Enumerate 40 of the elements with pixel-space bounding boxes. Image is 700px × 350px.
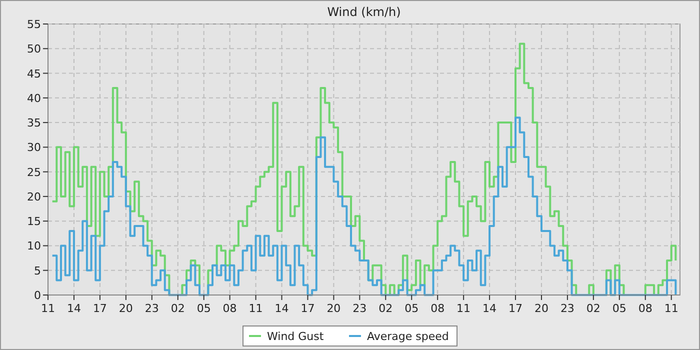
x-tick-label: 05 [196,302,211,315]
y-tick-label: 25 [27,166,41,179]
x-tick-label: 08 [430,302,445,315]
y-tick-label: 40 [27,92,41,105]
legend-label: Wind Gust [267,330,324,343]
x-tick-label: 23 [352,302,367,315]
y-tick-label: 15 [27,215,41,228]
x-tick-label: 17 [92,302,107,315]
x-tick-label: 11 [248,302,263,315]
x-tick-label: 08 [638,302,652,315]
y-tick-label: 20 [27,190,41,204]
x-tick-label: 14 [274,302,289,315]
x-tick-label: 08 [222,302,237,315]
x-tick-label: 17 [300,302,315,315]
y-tick-label: 45 [27,67,41,80]
x-tick-label: 14 [66,302,81,315]
x-tick-label: 20 [326,302,341,315]
y-tick-label: 0 [34,289,41,302]
y-tick-label: 10 [27,240,41,253]
x-tick-label: 20 [118,302,133,315]
x-tick-label: 23 [144,302,159,315]
x-tick-label: 05 [612,302,626,315]
y-tick-label: 55 [27,18,41,31]
x-tick-label: 14 [482,302,497,315]
y-tick-label: 30 [27,141,41,154]
y-tick-label: 50 [27,42,41,56]
x-tick-label: 02 [586,302,600,315]
y-tick-label: 5 [34,264,41,278]
x-tick-label: 23 [560,302,574,315]
legend-label: Average speed [367,330,449,343]
x-tick-label: 02 [378,302,393,315]
x-tick-label: 11 [664,302,678,315]
x-tick-label: 05 [404,302,419,315]
chart-title: Wind (km/h) [327,5,401,19]
x-tick-label: 17 [508,302,523,315]
x-tick-label: 11 [41,302,55,315]
x-tick-label: 02 [170,302,185,315]
x-tick-label: 11 [456,302,471,315]
x-tick-label: 20 [534,302,548,315]
y-tick-label: 35 [27,116,41,130]
